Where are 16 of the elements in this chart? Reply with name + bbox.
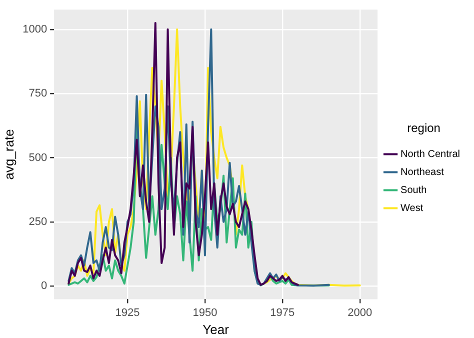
legend-title: region xyxy=(407,121,440,136)
legend-label: West xyxy=(400,202,424,214)
x-tick-label: 2000 xyxy=(348,306,372,319)
legend-label: Northeast xyxy=(400,166,444,178)
y-tick-label: 1000 xyxy=(22,23,48,36)
y-tick-label: 500 xyxy=(28,152,48,164)
y-tick-label: 750 xyxy=(28,88,48,100)
x-tick-label: 1925 xyxy=(115,306,140,319)
legend-label: South xyxy=(400,184,427,196)
y-tick-label: 250 xyxy=(28,216,48,228)
y-tick-label: 0 xyxy=(40,280,48,292)
legend-label: North Central xyxy=(400,148,460,160)
y-axis-title: avg_rate xyxy=(1,129,16,180)
x-axis-title: Year xyxy=(202,322,230,337)
x-tick-label: 1975 xyxy=(270,306,295,319)
x-tick-label: 1950 xyxy=(192,306,218,319)
